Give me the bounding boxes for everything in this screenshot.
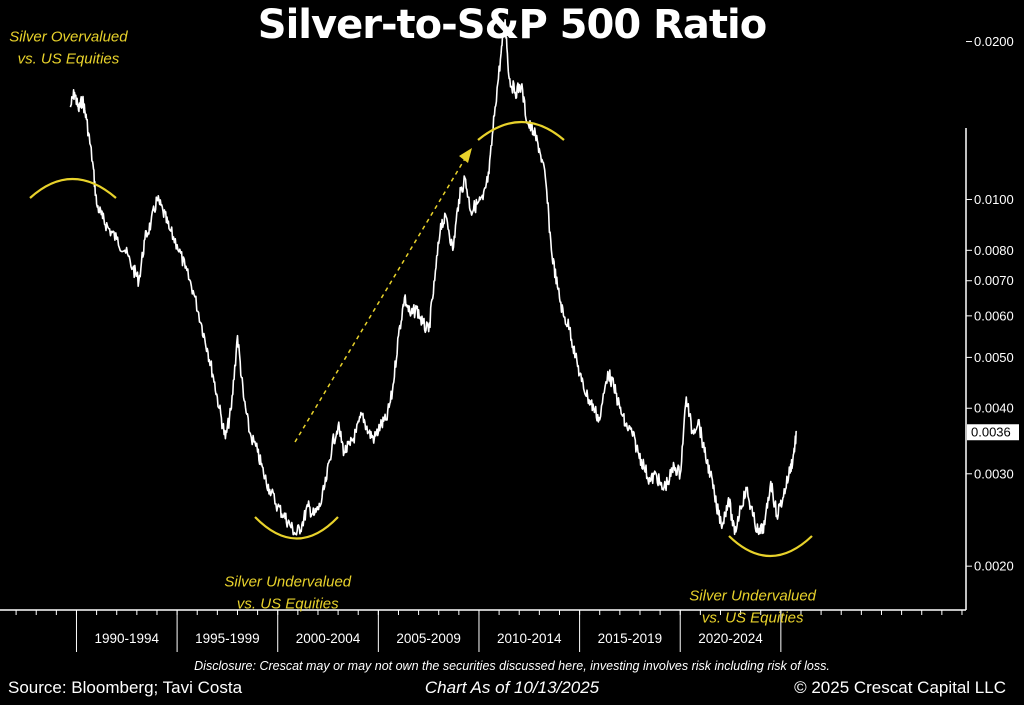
x-band-label: 1990-1994 — [95, 631, 160, 646]
last-value-label: 0.0036 — [971, 425, 1011, 440]
trend-arrow — [294, 156, 467, 443]
x-band-label: 1995-1999 — [195, 631, 260, 646]
x-band-label: 2010-2014 — [497, 631, 562, 646]
copyright-text: © 2025 Crescat Capital LLC — [794, 678, 1006, 697]
x-band-label: 2000-2004 — [296, 631, 361, 646]
y-tick-label: 0.0040 — [974, 401, 1014, 416]
as-of-text: Chart As of 10/13/2025 — [424, 678, 600, 697]
undervalued-arc-2 — [728, 535, 813, 557]
annotation-text: Silver Undervalued — [689, 588, 816, 605]
overvalued-arc-1 — [29, 178, 117, 199]
annotation-text: Silver Undervalued — [224, 573, 351, 590]
last-value-box — [967, 424, 1019, 441]
y-tick-label: 0.0060 — [974, 308, 1014, 323]
y-tick-label: 0.0020 — [974, 559, 1014, 574]
annotation-text: vs. US Equities — [237, 595, 339, 612]
x-band-label: 2020-2024 — [698, 631, 763, 646]
y-tick-label: 0.0030 — [974, 466, 1014, 481]
ratio-line — [69, 19, 798, 536]
annotation-text: vs. US Equities — [702, 610, 804, 627]
y-tick-label: 0.0050 — [974, 350, 1014, 365]
series-line — [69, 19, 798, 536]
y-tick-label: 0.0200 — [974, 34, 1014, 49]
x-band-label: 2005-2009 — [396, 631, 461, 646]
chart-title: Silver-to-S&P 500 Ratio — [257, 2, 767, 48]
undervalued-arc-1 — [254, 516, 339, 540]
y-tick-label: 0.0100 — [974, 192, 1014, 207]
annotation-text: Silver Overvalued — [9, 29, 128, 46]
source-text: Source: Bloomberg; Tavi Costa — [8, 678, 243, 697]
trend-arrow-head — [459, 148, 472, 163]
y-tick-label: 0.0070 — [974, 273, 1014, 288]
overvalued-arc-2 — [477, 121, 565, 141]
axes — [0, 128, 967, 615]
x-band-label: 2015-2019 — [598, 631, 663, 646]
y-ticks: 0.0200 0.0100 0.0080 0.0070 0.0060 0.0050 0.00… — [966, 34, 1019, 574]
annotation-text: vs. US Equities — [18, 51, 120, 68]
x-band-labels: 1990-1994 1995-1999 2000-2004 2005-2009 2010… — [75, 610, 782, 652]
disclosure-text: Disclosure: Crescat may or may not own t… — [194, 659, 830, 673]
y-tick-label: 0.0080 — [974, 243, 1014, 258]
